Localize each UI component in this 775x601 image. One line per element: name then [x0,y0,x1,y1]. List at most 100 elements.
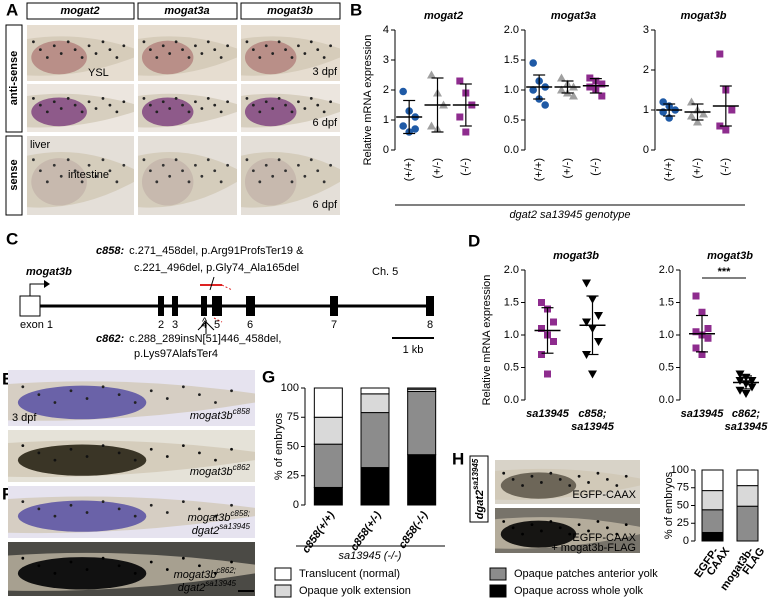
image-label: EGFP-CAAX [572,489,636,501]
pigment [87,100,91,104]
y-tick-label: 100 [671,464,689,476]
genotype-label: dgat2sa13945 [178,579,237,594]
y-tick-label: 75 [287,411,299,423]
y-tick-label: 50 [677,499,689,511]
pigment [37,393,41,397]
scale-label: 1 kb [403,344,424,356]
bar-segment [360,393,390,414]
pigment [549,471,553,475]
pigment [206,40,210,44]
pigment [187,56,191,59]
pigment [165,455,169,458]
row-label: anti-sense [8,51,20,105]
pigment [511,477,515,481]
pigment [94,174,98,178]
pigment [303,107,307,110]
pigment [230,560,233,564]
gene: mogat3b [190,466,233,478]
row-box [5,135,23,216]
pigment [297,44,300,48]
data-point [557,73,566,82]
pigment [161,100,165,104]
panel-a-labels: YSL 3 dpf 6 dpf 6 dpf liver intestine [30,66,338,211]
pigment [230,447,233,451]
bar-segment [736,469,759,487]
y-tick-label: 1.0 [504,84,519,96]
x-tick-label: c858(-/-) [396,509,430,551]
allele: c858 [233,407,251,416]
pigment [230,389,233,393]
data-point [544,370,551,378]
chart-title: mogat3b [707,250,753,262]
data-point [722,126,730,134]
y-tick-label: 0.5 [504,361,519,373]
yolk [17,385,147,420]
gene: mogat3b [190,410,233,422]
pigment [142,158,146,162]
gene-name: mogat3b [26,266,72,278]
panel-ef-labels: 3 dpf mogat3bc858 mogat3bc862 mogat3bc85… [12,407,254,594]
x-axis-label: dgat2 sa13945 genotype [509,209,630,221]
y-tick-label: 2 [383,84,389,96]
pigment [549,520,553,523]
pigment [32,97,35,100]
y-tick-label: 1 [383,114,389,126]
data-point [716,50,724,58]
data-point [462,128,470,136]
pigment [69,447,73,451]
pigment [316,169,320,173]
pigment [59,52,63,55]
header-box [240,2,341,20]
pigment [214,571,217,575]
pigment [53,571,57,575]
pigment [309,97,313,100]
pigment [226,100,229,104]
x-tick-label: sa13945 [571,421,615,433]
bar-segment [313,416,343,445]
pigment [101,500,105,503]
pigment [101,97,105,100]
pigment [297,100,300,104]
pigment [181,556,185,560]
x-tick-label: c858(+/-) [348,509,384,553]
y-tick-label: 0.5 [504,114,519,126]
pigment [53,458,57,462]
y-tick-label: 2.0 [504,24,519,36]
pigment [290,56,294,59]
pigment [101,40,105,44]
panel-label: E [2,369,13,388]
pigment [530,474,534,478]
allele-desc: c.271_458del, p.Arg91ProfsTer19 & [129,245,304,257]
yolk [141,97,194,127]
bar-segment [360,467,390,506]
data-point [698,308,706,316]
data-point [598,92,606,100]
pigment [45,56,49,59]
pigment [133,571,137,575]
pigment [198,451,201,455]
pigment [101,158,105,162]
pigment [219,180,223,184]
panel-label: D [468,231,480,250]
y-tick-label: 1.0 [504,329,519,341]
allele: sa13945 [471,458,480,490]
genotype-label: mogat3bc862; [174,566,236,581]
y-tick-label: 2.0 [659,264,674,276]
exon-label: 4 [201,319,207,331]
data-point [687,111,696,120]
pigment [117,507,121,511]
pigment [37,564,41,568]
pigment [108,48,112,52]
yolk [244,40,297,75]
data-point [582,279,591,288]
pigment [219,110,223,114]
bar-segment [407,454,437,506]
pigment [303,52,307,55]
yolk [141,158,194,206]
pigment [133,401,137,404]
pigment [181,103,184,107]
data-point [747,377,757,385]
exon [158,296,164,316]
image-label: liver [30,139,51,151]
data-point [728,106,736,114]
